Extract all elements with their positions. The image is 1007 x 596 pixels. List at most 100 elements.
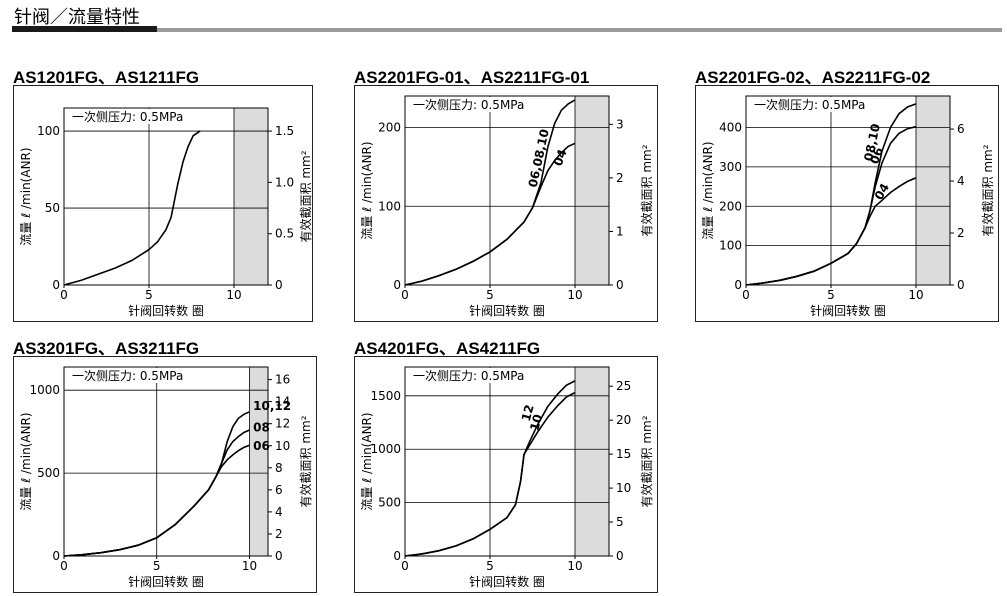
chart-frame: 一次侧压力: 0.5MPa 0 5 10 0 50 100 0 0.5 1.0 1.5 针阀回转数 圈…	[13, 85, 313, 322]
x-tick-label: 5	[486, 559, 494, 573]
x-tick-label: 5	[153, 559, 161, 573]
y2-tick-label: 12	[275, 417, 290, 431]
shaded-region	[575, 96, 609, 285]
y2-tick-label: 25	[616, 379, 631, 393]
pressure-annotation-bg	[407, 368, 535, 383]
y2-tick-label: 2	[275, 527, 283, 541]
y2-tick-label: 14	[275, 395, 290, 409]
y-tick-label: 0	[52, 278, 60, 292]
x-tick-label: 10	[242, 559, 257, 573]
y2-tick-label: 5	[616, 515, 624, 529]
series-label: 12	[519, 403, 537, 423]
y-tick-label: 1000	[29, 383, 60, 397]
x-tick-label: 10	[567, 288, 582, 302]
y-tick-label: 1000	[370, 442, 401, 456]
y2-axis-label: 有效截面积 mm²	[298, 150, 313, 242]
x-tick-label: 0	[401, 559, 409, 573]
series-line	[745, 177, 917, 286]
y2-axis-label: 有效截面积 mm²	[298, 415, 313, 507]
pressure-annotation-text: 一次侧压力: 0.5MPa	[72, 110, 183, 124]
x-axis-label: 针阀回转数 圈	[128, 574, 204, 589]
chart-title: AS2201FG-02、AS2211FG-02	[695, 68, 931, 87]
pressure-annotation-text: 一次侧压力: 0.5MPa	[413, 98, 524, 112]
plot-border	[63, 107, 269, 286]
y2-tick-label: 2	[957, 226, 965, 240]
pressure-annotation: 一次侧压力: 0.5MPa	[66, 368, 194, 383]
y-tick-label: 0	[52, 549, 60, 563]
shaded-region	[249, 367, 268, 556]
y2-tick-label: 16	[275, 373, 290, 387]
chart-plot: 一次侧压力: 0.5MPa 0 5 10 0 500 1000 0 2 4 6 8 10 12 14 16 针阀…	[19, 366, 313, 589]
x-tick-label: 5	[827, 288, 835, 302]
y2-tick-label: 4	[957, 174, 965, 188]
y-tick-label: 500	[378, 496, 401, 510]
pressure-annotation: 一次侧压力: 0.5MPa	[407, 97, 535, 112]
series-label: 08	[253, 421, 270, 435]
y2-tick-label: 10	[616, 481, 631, 495]
series-label: 10	[527, 413, 545, 433]
x-tick-label: 0	[60, 559, 68, 573]
pressure-annotation-text: 一次侧压力: 0.5MPa	[413, 369, 524, 383]
y-axis-label: 流量 ℓ /min(ANR)	[19, 412, 33, 510]
y2-tick-label: 3	[616, 117, 624, 131]
y-tick-label: 200	[719, 199, 742, 213]
y2-tick-label: 4	[275, 505, 283, 519]
y2-tick-label: 0	[616, 278, 624, 292]
y-tick-label: 400	[719, 121, 742, 135]
series-line	[63, 444, 250, 557]
y2-tick-label: 1.0	[275, 175, 294, 189]
series-label: 10,12	[253, 399, 291, 413]
y2-tick-label: 6	[275, 483, 283, 497]
y2-tick-label: 0	[616, 549, 624, 563]
x-tick-label: 0	[742, 288, 750, 302]
y-axis-label: 流量 ℓ /min(ANR)	[701, 141, 715, 239]
pressure-annotation-text: 一次侧压力: 0.5MPa	[72, 369, 183, 383]
shaded-region	[234, 108, 268, 285]
chart-title: AS1201FG、AS1211FG	[13, 68, 200, 87]
y2-tick-label: 20	[616, 413, 631, 427]
y-tick-label: 0	[393, 278, 401, 292]
chart-title: AS3201FG、AS3211FG	[13, 339, 200, 358]
title-rule-extension	[157, 28, 1002, 32]
chart-title: AS4201FG、AS4211FG	[354, 339, 541, 358]
y2-axis-label: 有效截面积 mm²	[639, 144, 654, 236]
chart-frame: 一次侧压力: 0.5MPa 0 5 10 0 500 1000 1500 0 5 10 15 20 25 针…	[354, 356, 658, 593]
pressure-annotation-text: 一次侧压力: 0.5MPa	[754, 98, 865, 112]
y2-tick-label: 1	[616, 224, 624, 238]
chart-title: AS2201FG-01、AS2211FG-01	[354, 68, 590, 87]
chart-plot: 一次侧压力: 0.5MPa 0 5 10 0 500 1000 1500 0 5 10 15 20 25 针…	[360, 366, 654, 589]
y-axis-label: 流量 ℓ /min(ANR)	[360, 141, 374, 239]
y-tick-label: 500	[37, 466, 60, 480]
x-tick-label: 5	[145, 288, 153, 302]
pressure-annotation: 一次侧压力: 0.5MPa	[66, 109, 194, 124]
series-label: 06	[253, 439, 270, 453]
y-tick-label: 100	[719, 239, 742, 253]
plot-border	[63, 366, 269, 557]
series-line	[404, 391, 576, 557]
y-tick-label: 300	[719, 160, 742, 174]
y2-tick-label: 15	[616, 447, 631, 461]
shaded-region	[916, 96, 950, 285]
chart-frame: 一次侧压力: 0.5MPa 0 5 10 0 100 200 0 1 2 3 针阀回转数 圈流量 ℓ …	[354, 85, 658, 322]
y2-tick-label: 2	[616, 171, 624, 185]
series-line	[63, 130, 201, 286]
y-tick-label: 100	[378, 199, 401, 213]
plot-border	[404, 366, 610, 557]
page-title: 针阀／流量特性	[14, 7, 140, 28]
y2-tick-label: 0.5	[275, 227, 294, 241]
y-tick-label: 0	[734, 278, 742, 292]
x-axis-label: 针阀回转数 圈	[469, 574, 545, 589]
y-tick-label: 200	[378, 121, 401, 135]
y-tick-label: 1500	[370, 389, 401, 403]
pressure-annotation-bg	[748, 97, 876, 112]
y2-axis-label: 有效截面积 mm²	[980, 144, 995, 236]
y2-tick-label: 8	[275, 461, 283, 475]
x-tick-label: 0	[401, 288, 409, 302]
y2-tick-label: 0	[957, 278, 965, 292]
pressure-annotation-bg	[66, 368, 194, 383]
plot-border	[745, 95, 951, 286]
y2-tick-label: 0	[275, 549, 283, 563]
series-label: 06	[867, 145, 886, 165]
